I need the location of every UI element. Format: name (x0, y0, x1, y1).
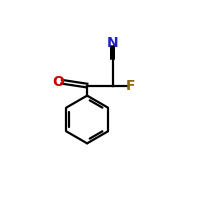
Text: F: F (125, 79, 135, 93)
Text: O: O (52, 75, 64, 89)
Text: N: N (107, 36, 118, 50)
